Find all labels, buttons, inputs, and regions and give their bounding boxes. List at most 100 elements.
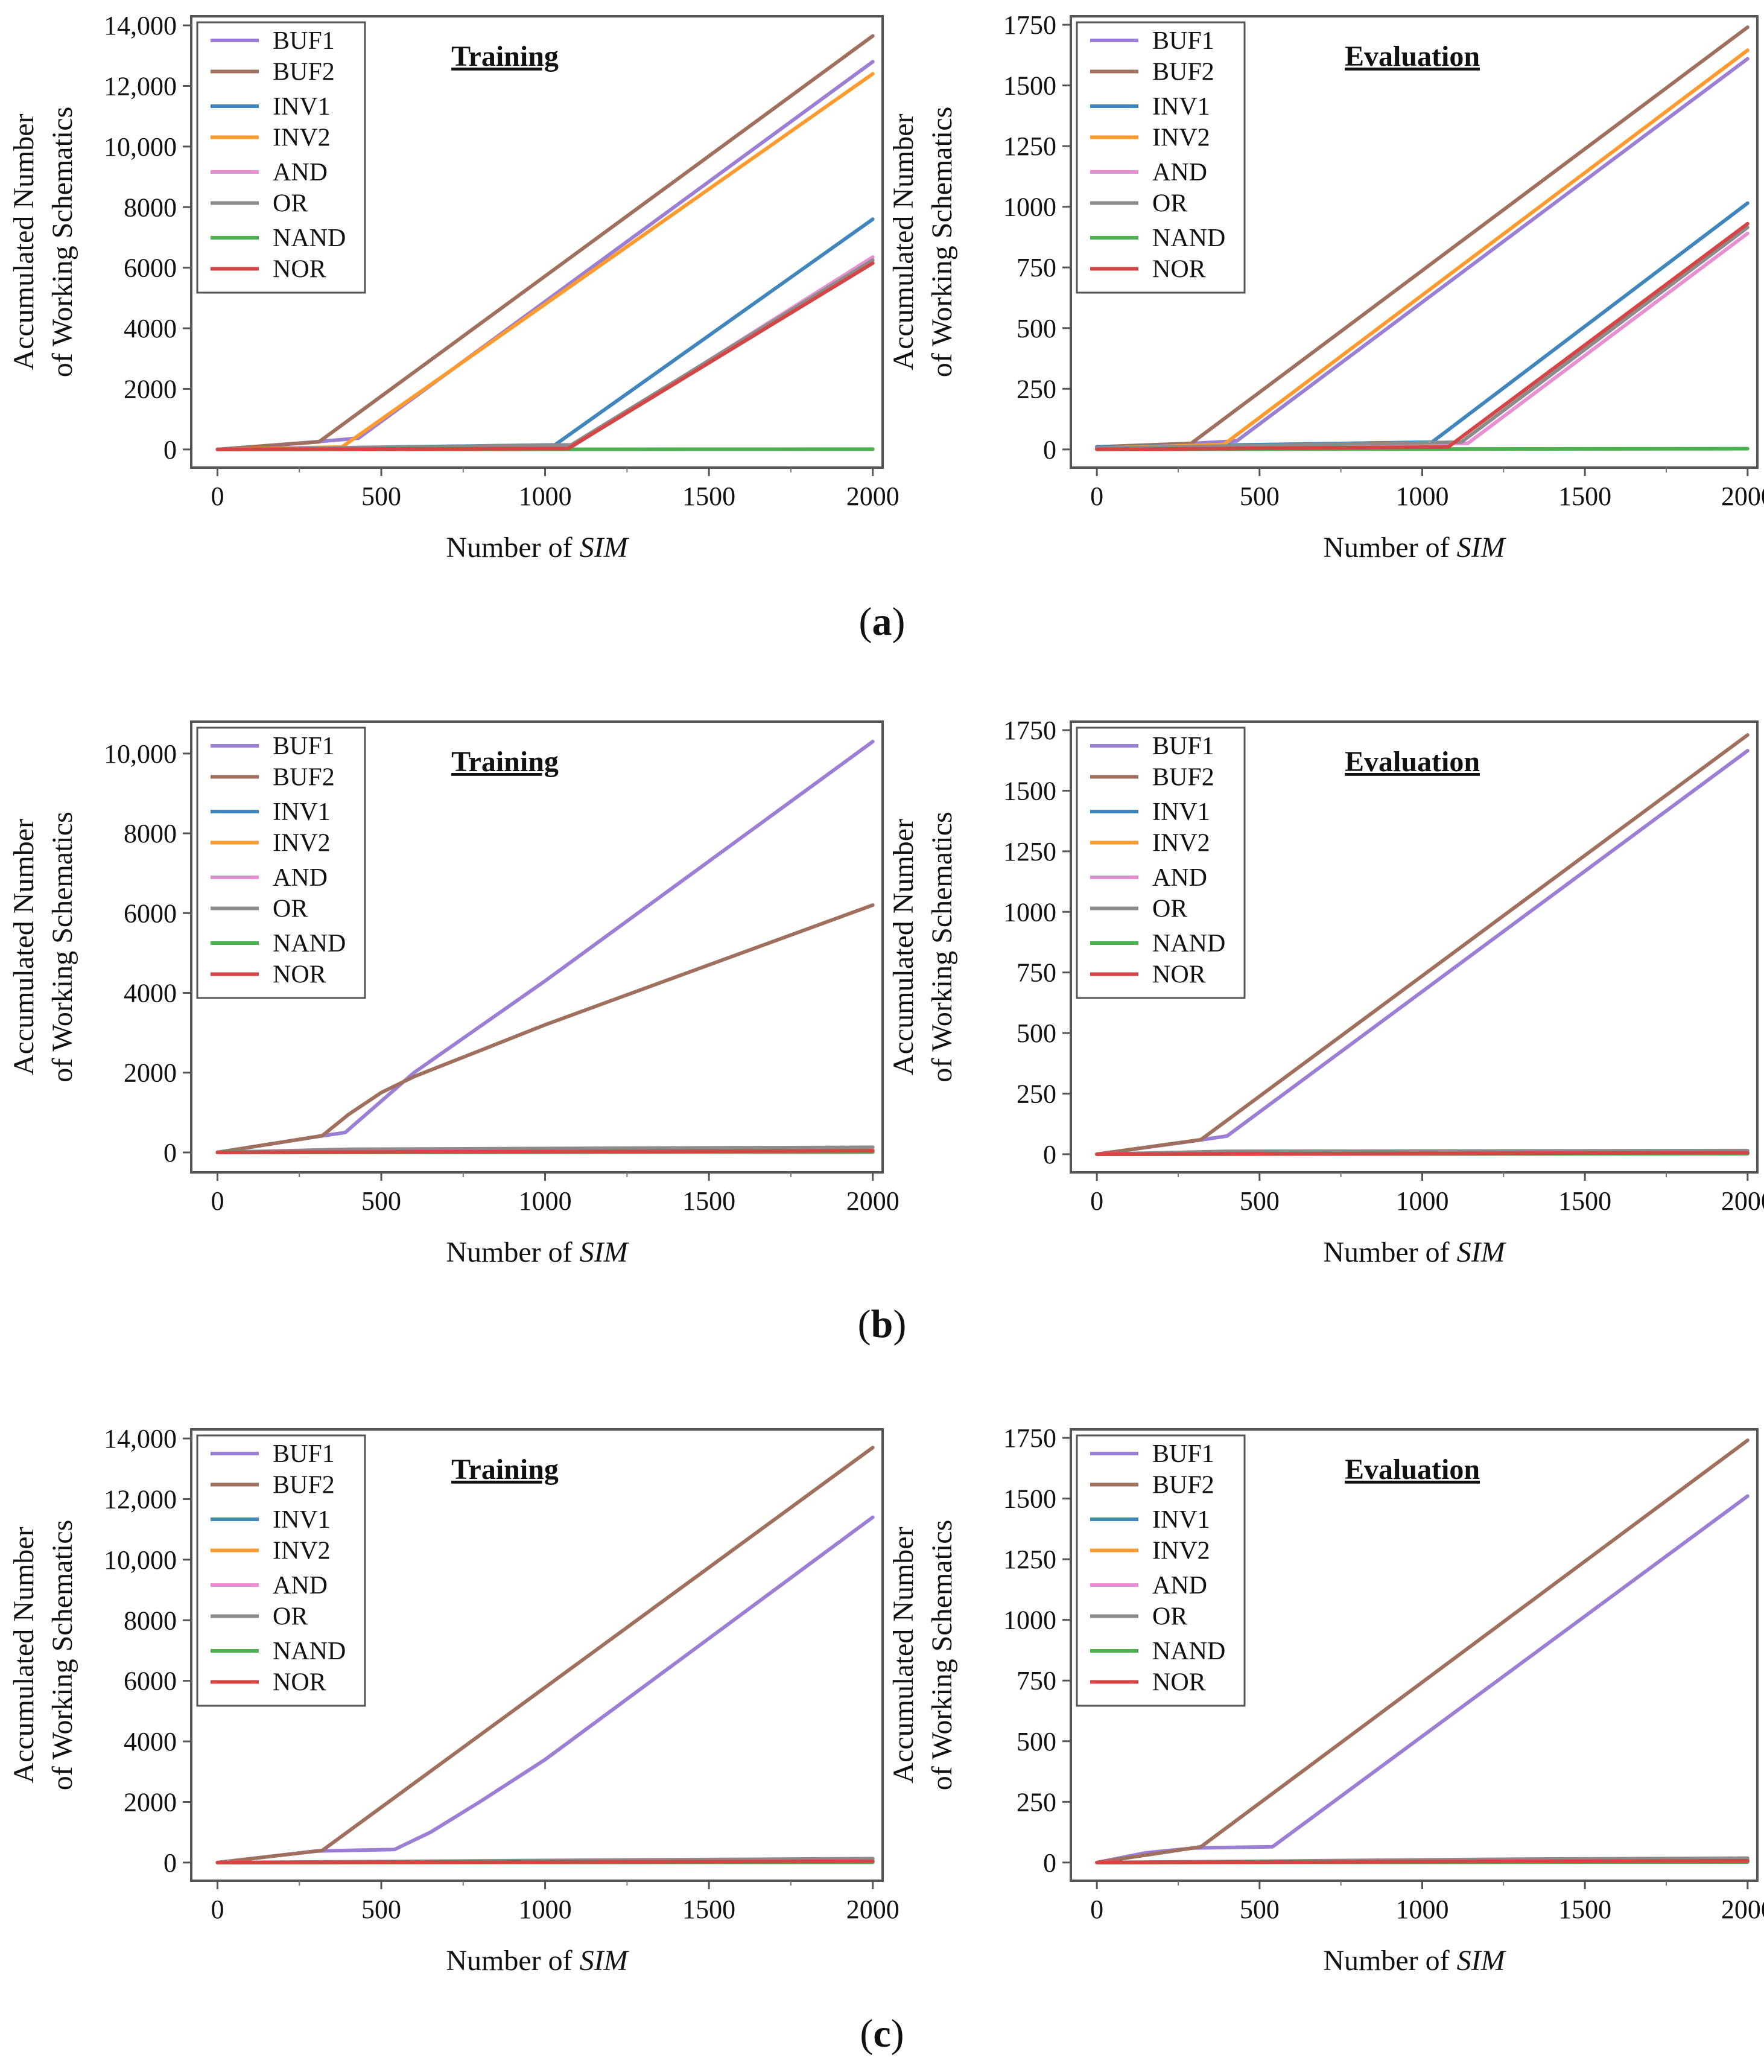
legend-label-buf1: BUF1	[1152, 1440, 1214, 1468]
y-tick-label: 6000	[124, 253, 177, 283]
x-tick-label: 0	[211, 1186, 224, 1216]
y-tick-label: 8000	[124, 192, 177, 222]
y-tick-label: 1500	[1003, 776, 1056, 806]
x-axis-label: Number of SIM	[1323, 1236, 1506, 1268]
x-axis-label: Number of SIM	[446, 532, 629, 564]
y-tick-label: 1750	[1003, 1423, 1056, 1453]
y-axis-label-line2: of Working Schematics	[926, 812, 958, 1082]
y-tick-label: 250	[1017, 374, 1056, 404]
legend-label-and: AND	[273, 159, 328, 186]
legend-box	[196, 21, 366, 294]
y-tick-label: 14,000	[104, 11, 177, 40]
chart-panel-a-training: 0 500 1000 1500 2000 0 2000 4000 6000 8000 10,000 1…	[8, 11, 899, 564]
x-axis-label: Number of SIM	[446, 1945, 629, 1977]
series-line-nor	[1095, 221, 1750, 451]
series-line-nor	[1095, 1859, 1750, 1864]
legend-label-buf2: BUF2	[1152, 1472, 1214, 1499]
series-line-buf2	[215, 34, 875, 451]
y-tick-label: 750	[1017, 1666, 1056, 1695]
x-tick-label: 2000	[1721, 1186, 1764, 1216]
legend-label-buf2: BUF2	[273, 59, 335, 86]
x-tick-label: 1500	[682, 481, 735, 511]
y-tick-label: 8000	[124, 819, 177, 848]
y-tick-label: 250	[1017, 1079, 1056, 1108]
legend-label-or: OR	[1152, 1603, 1187, 1631]
x-tick-label: 2000	[846, 1895, 899, 1924]
x-tick-label: 1500	[1558, 481, 1611, 511]
x-axis-label-text: Number of	[1323, 1945, 1456, 1977]
caption-paren: )	[892, 600, 906, 644]
x-tick-label: 0	[1090, 1186, 1103, 1216]
legend-box	[196, 726, 366, 999]
chart-panel-c-training: 0 500 1000 1500 2000 0 2000 4000 6000 8000 10,000 1…	[8, 1424, 899, 1977]
y-tick-label: 12,000	[104, 1484, 177, 1514]
legend-label-or: OR	[273, 1603, 308, 1631]
legend-label-buf1: BUF1	[273, 733, 335, 760]
series-line-nor	[215, 1149, 875, 1154]
x-axis-label-italic: SIM	[580, 1945, 630, 1977]
y-tick-label: 12,000	[104, 71, 177, 101]
chart-panel-b-evaluation: 0 500 1000 1500 2000 0 250 500 750 1000 1250 1500 17…	[887, 716, 1764, 1268]
x-tick-label: 1000	[1395, 481, 1448, 511]
legend-label-nand: NAND	[273, 224, 346, 252]
x-tick-label: 2000	[846, 1186, 899, 1216]
legend-label-buf2: BUF2	[273, 1472, 335, 1499]
caption-letter: b	[871, 1302, 893, 1346]
y-axis-label-line1: Accumulated Number	[8, 113, 40, 370]
y-tick-label: 1250	[1003, 837, 1056, 866]
x-tick-label: 500	[1240, 481, 1280, 511]
y-tick-label: 14,000	[104, 1424, 177, 1454]
y-axis-label-line1: Accumulated Number	[8, 819, 40, 1075]
x-axis-label-italic: SIM	[1457, 1945, 1507, 1977]
series-line-buf2	[1095, 733, 1750, 1156]
x-tick-label: 2000	[1721, 481, 1764, 511]
legend-label-inv1: INV1	[273, 1506, 331, 1534]
x-tick-label: 1000	[519, 1186, 572, 1216]
y-tick-label: 500	[1017, 314, 1056, 343]
x-tick-label: 500	[361, 1895, 401, 1924]
y-tick-label: 8000	[124, 1606, 177, 1635]
legend-label-or: OR	[1152, 895, 1187, 923]
legend-label-inv2: INV2	[1152, 124, 1210, 152]
legend-label-nor: NOR	[273, 1669, 326, 1697]
caption-paren: )	[891, 2012, 904, 2056]
x-axis-label-text: Number of	[446, 1945, 579, 1977]
x-tick-label: 500	[361, 1186, 401, 1216]
y-tick-label: 1750	[1003, 10, 1056, 40]
y-tick-label: 1750	[1003, 716, 1056, 745]
series-line-buf2	[215, 1446, 875, 1864]
x-axis-label-text: Number of	[1323, 532, 1456, 564]
series-line-nor	[215, 1859, 875, 1864]
y-tick-label: 0	[163, 1848, 177, 1878]
y-tick-label: 0	[163, 435, 177, 465]
y-tick-label: 10,000	[104, 132, 177, 162]
legend-label-inv1: INV1	[273, 798, 331, 826]
y-tick-label: 250	[1017, 1787, 1056, 1817]
legend-label-inv2: INV2	[273, 830, 331, 857]
panel-title: Evaluation	[1345, 40, 1480, 72]
legend-label-inv2: INV2	[273, 124, 331, 152]
x-tick-label: 1000	[519, 481, 572, 511]
y-tick-label: 2000	[124, 1787, 177, 1817]
series-line-buf2	[1095, 1438, 1750, 1864]
legend-label-and: AND	[1152, 1572, 1207, 1600]
y-tick-label: 2000	[124, 374, 177, 404]
x-tick-label: 1500	[1558, 1186, 1611, 1216]
x-tick-label: 1000	[519, 1895, 572, 1924]
y-axis-label-line2: of Working Schematics	[46, 1520, 78, 1791]
y-tick-label: 1250	[1003, 1545, 1056, 1574]
x-tick-label: 0	[211, 481, 224, 511]
y-tick-label: 0	[1043, 1848, 1056, 1878]
x-tick-label: 1500	[682, 1186, 735, 1216]
x-axis-label-italic: SIM	[1457, 532, 1507, 564]
y-tick-label: 2000	[124, 1058, 177, 1088]
x-axis-label-text: Number of	[1323, 1236, 1456, 1268]
legend-box	[1076, 1434, 1246, 1707]
legend-label-or: OR	[273, 190, 308, 218]
y-tick-label: 0	[1043, 435, 1056, 465]
legend-label-buf2: BUF2	[1152, 59, 1214, 86]
y-tick-label: 1500	[1003, 71, 1056, 101]
y-tick-label: 1000	[1003, 192, 1056, 222]
panel-title: Training	[451, 746, 559, 778]
caption-paren: (	[859, 600, 872, 644]
